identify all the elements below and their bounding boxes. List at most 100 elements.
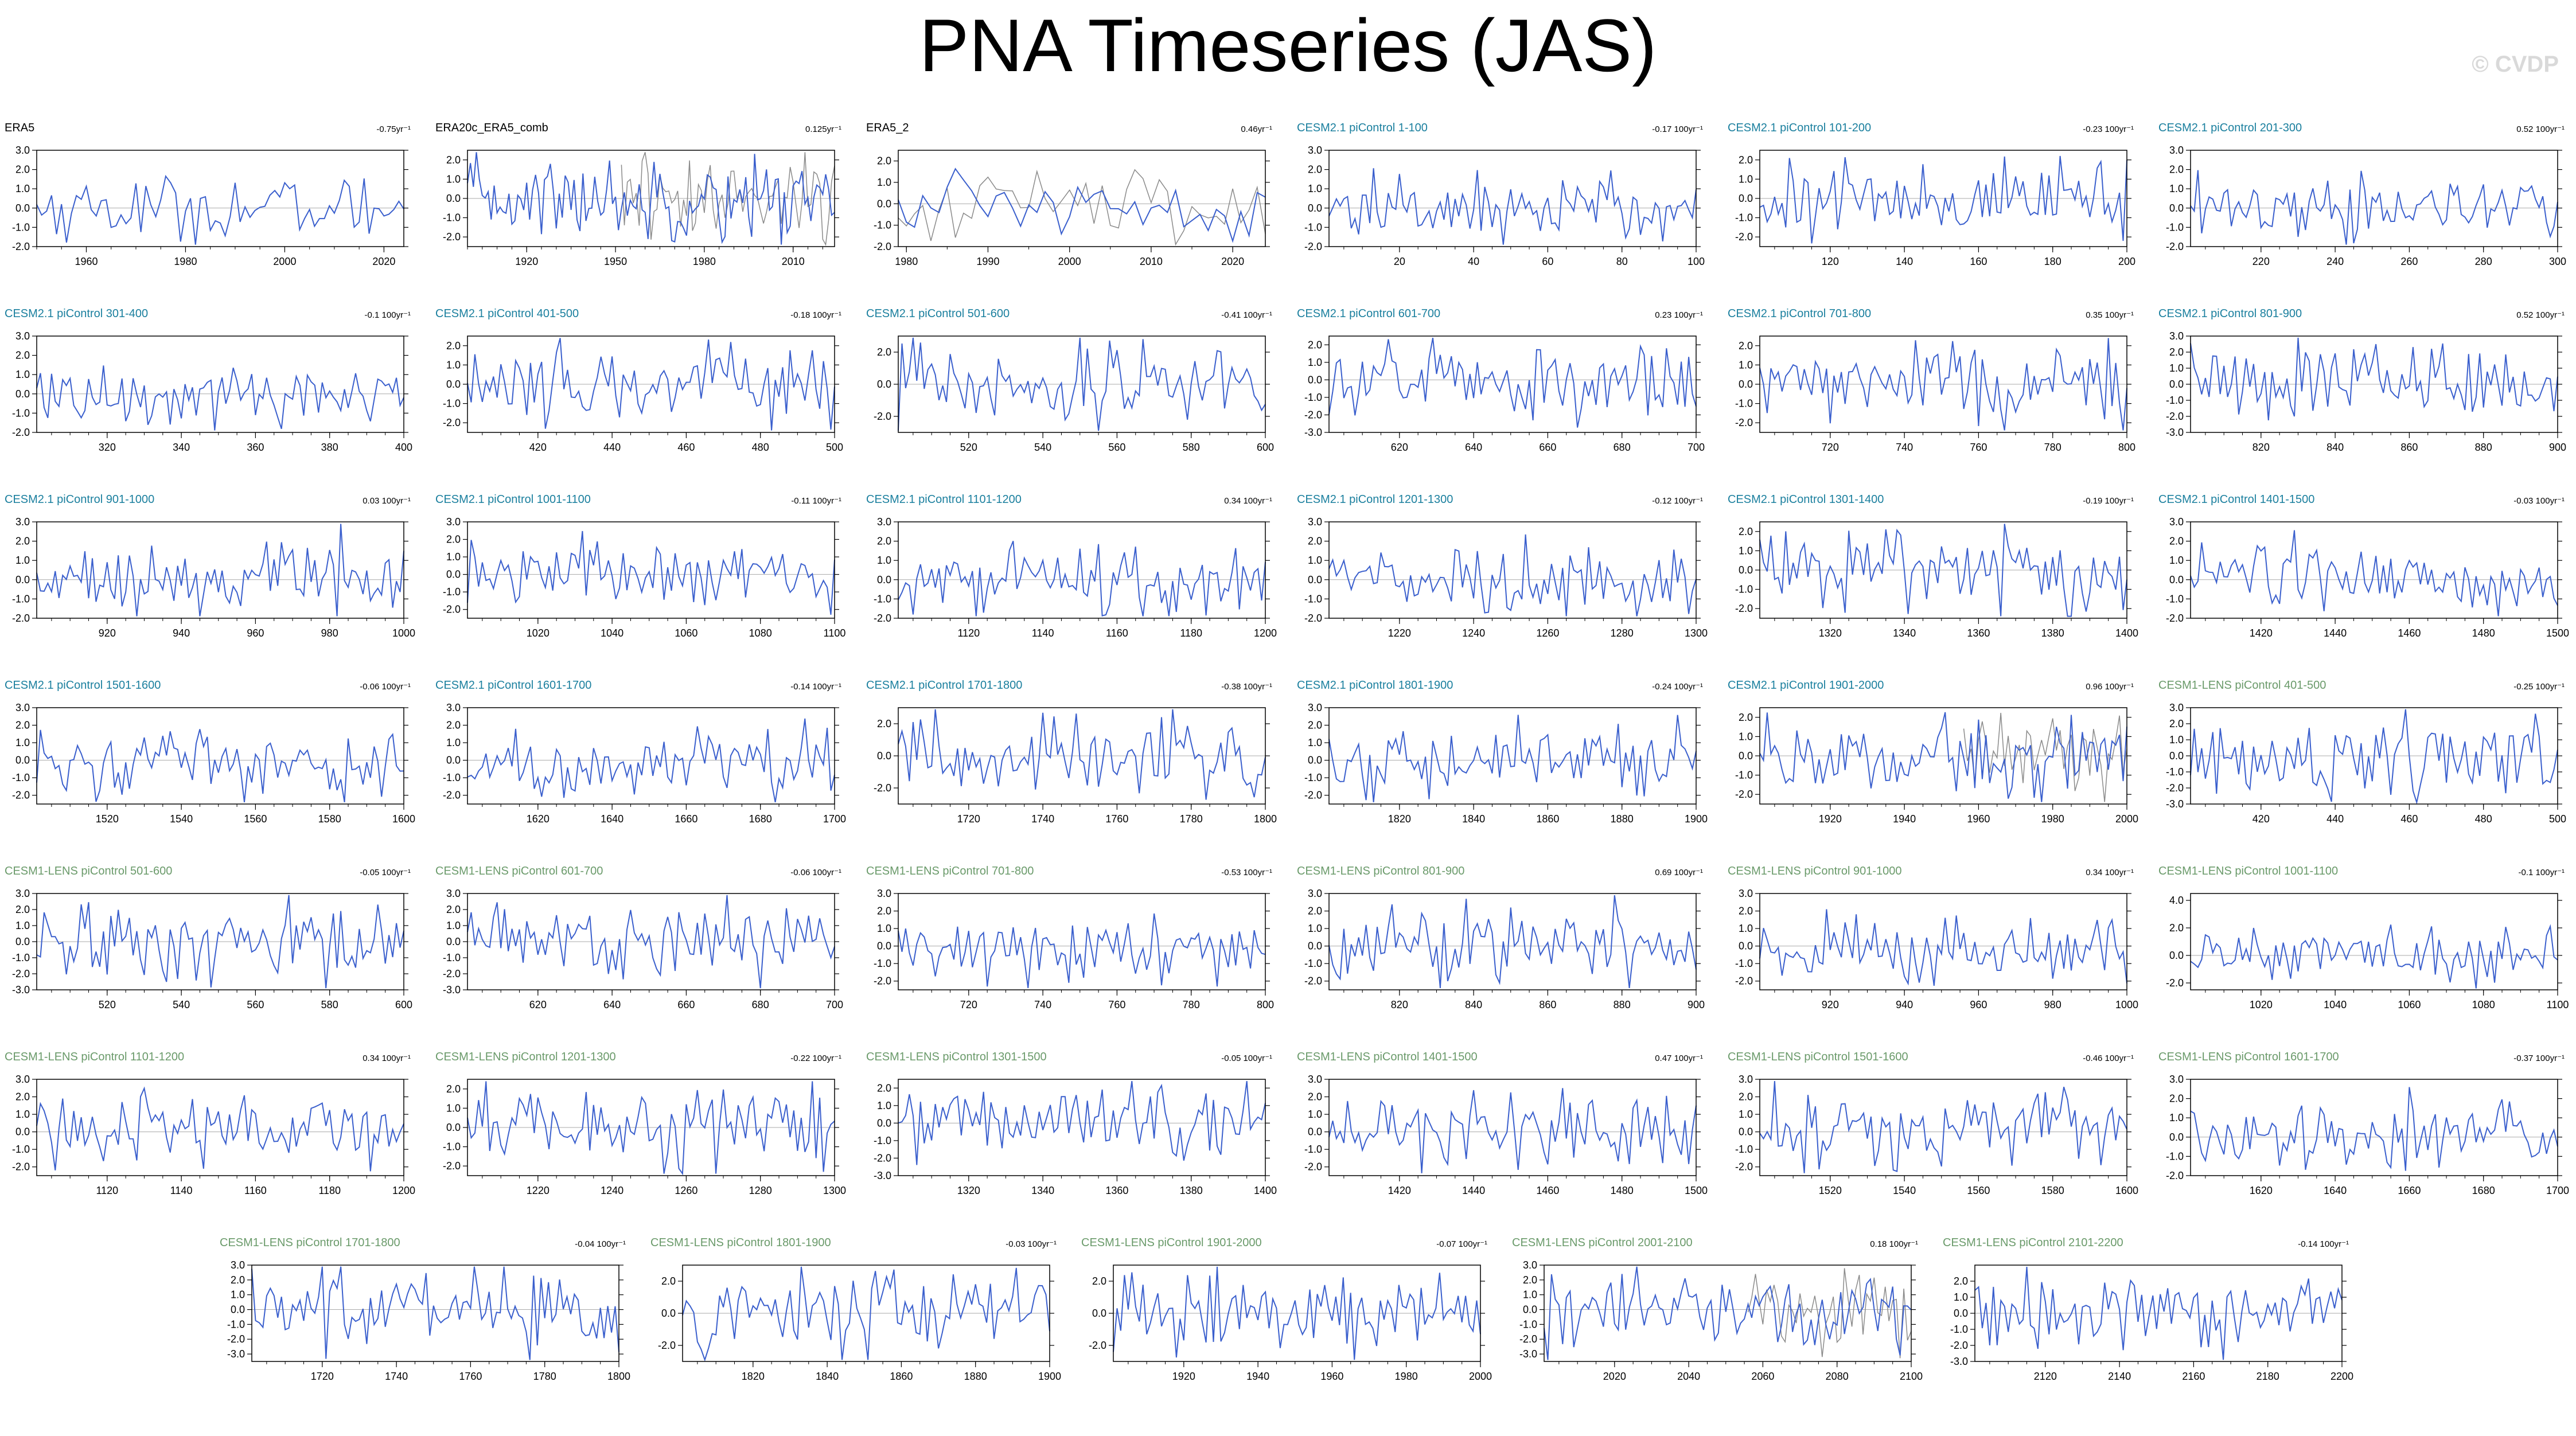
y-tick-label: 0.0 bbox=[15, 388, 30, 400]
plot-frame bbox=[898, 521, 1266, 619]
panel-title: ERA20c_ERA5_comb bbox=[435, 122, 548, 134]
y-tick-label: -1.0 bbox=[2166, 593, 2184, 604]
y-tick-label: 1.0 bbox=[15, 555, 30, 566]
y-tick-label: 3.0 bbox=[2169, 702, 2184, 713]
y-tick-label: -2.0 bbox=[1304, 1161, 1322, 1173]
timeseries-panel: CESM1-LENS piControl 1701-1800 -0.04 100y… bbox=[215, 1236, 630, 1420]
x-tick-label: 1400 bbox=[1254, 1185, 1277, 1196]
x-tick-label: 340 bbox=[173, 442, 190, 453]
panel-trend-label: -0.23 100yr⁻¹ bbox=[2083, 124, 2134, 134]
x-tick-label: 1940 bbox=[1893, 813, 1916, 825]
y-tick-label: -1.0 bbox=[1950, 1324, 1968, 1335]
y-tick-label: -1.0 bbox=[1735, 770, 1753, 781]
x-tick-label: 1920 bbox=[515, 256, 538, 267]
x-tick-label: 420 bbox=[529, 442, 547, 453]
x-tick-label: 1520 bbox=[96, 813, 119, 825]
y-tick-label: -2.0 bbox=[658, 1340, 676, 1351]
y-tick-label: 1.0 bbox=[15, 183, 30, 194]
plot-frame bbox=[36, 335, 404, 433]
x-tick-label: 1460 bbox=[1536, 1185, 1559, 1196]
x-tick-label: 1700 bbox=[2546, 1185, 2569, 1196]
y-tick-label: 2.0 bbox=[1308, 720, 1322, 731]
panel-title: CESM2.1 piControl 701-800 bbox=[1728, 307, 1872, 320]
y-tick-label: -3.0 bbox=[443, 984, 461, 996]
panel-title: CESM2.1 piControl 1701-1800 bbox=[866, 679, 1023, 692]
y-tick-label: 0.0 bbox=[446, 936, 461, 947]
y-tick-label: 2.0 bbox=[1739, 154, 1753, 166]
plot-frame bbox=[2190, 521, 2558, 619]
y-tick-label: 2.0 bbox=[877, 536, 891, 547]
x-tick-label: 20 bbox=[1394, 256, 1405, 267]
y-tick-label: 0.0 bbox=[2169, 950, 2184, 961]
x-tick-label: 680 bbox=[752, 999, 769, 1010]
y-tick-label: -1.0 bbox=[443, 398, 461, 409]
x-tick-label: 860 bbox=[1539, 999, 1556, 1010]
y-tick-label: 3.0 bbox=[2169, 145, 2184, 156]
x-tick-label: 1620 bbox=[2250, 1185, 2273, 1196]
x-tick-label: 1680 bbox=[749, 813, 772, 825]
y-tick-label: 0.0 bbox=[2169, 750, 2184, 762]
x-tick-label: 1140 bbox=[170, 1185, 193, 1196]
timeseries-plot: 3.0 2.0 1.0 0.0 -1.0 -2.0 1120 1140 1160 1180 1200 bbox=[12, 1074, 415, 1196]
panel-title: CESM2.1 piControl 1601-1700 bbox=[435, 679, 592, 692]
panel-title: CESM2.1 piControl 101-200 bbox=[1728, 122, 1872, 134]
y-tick-label: 3.0 bbox=[1739, 1074, 1753, 1085]
x-tick-label: 1380 bbox=[2041, 627, 2064, 639]
timeseries-panel: CESM2.1 piControl 401-500 -0.18 100yr⁻¹ 2.… bbox=[431, 307, 844, 491]
panel-trend-label: -0.05 100yr⁻¹ bbox=[1221, 1053, 1272, 1063]
panel-title: CESM1-LENS piControl 501-600 bbox=[5, 865, 173, 877]
timeseries-panel: CESM1-LENS piControl 801-900 0.69 100yr⁻¹… bbox=[1292, 865, 1705, 1048]
plot-frame bbox=[1759, 893, 2127, 990]
x-tick-label: 1560 bbox=[1967, 1185, 1990, 1196]
y-tick-label: 3.0 bbox=[877, 516, 891, 528]
panel-title: CESM2.1 piControl 801-900 bbox=[2158, 307, 2302, 320]
x-tick-label: 380 bbox=[321, 442, 338, 453]
y-tick-label: 0.0 bbox=[15, 202, 30, 214]
x-tick-label: 2000 bbox=[1469, 1371, 1492, 1382]
panel-trend-label: 0.23 100yr⁻¹ bbox=[1655, 310, 1703, 320]
y-tick-label: 2.0 bbox=[446, 904, 461, 915]
timeseries-line bbox=[1759, 1081, 2127, 1173]
x-tick-label: 1960 bbox=[1967, 813, 1990, 825]
panel-title: CESM1-LENS piControl 1501-1600 bbox=[1728, 1051, 1908, 1063]
timeseries-panel: CESM2.1 piControl 1301-1400 -0.19 100yr⁻¹… bbox=[1723, 493, 2138, 677]
timeseries-panel: CESM1-LENS piControl 1401-1500 0.47 100yr… bbox=[1292, 1051, 1708, 1234]
y-tick-label: 0.0 bbox=[1954, 1308, 1968, 1319]
x-tick-label: 140 bbox=[1896, 256, 1913, 267]
x-tick-label: 1900 bbox=[1685, 813, 1708, 825]
plot-frame bbox=[36, 1079, 404, 1176]
plot-frame bbox=[2190, 893, 2558, 990]
timeseries-panel: CESM2.1 piControl 1601-1700 -0.14 100yr⁻¹… bbox=[431, 679, 846, 863]
y-tick-label: 0.0 bbox=[446, 378, 461, 390]
x-tick-label: 720 bbox=[1822, 442, 1839, 453]
x-tick-label: 1540 bbox=[1893, 1185, 1916, 1196]
x-tick-label: 1640 bbox=[2324, 1185, 2347, 1196]
panel-trend-label: -0.05 100yr⁻¹ bbox=[360, 868, 411, 877]
panel-title: CESM2.1 piControl 401-500 bbox=[435, 307, 579, 320]
x-tick-label: 840 bbox=[1465, 999, 1482, 1010]
timeseries-plot: 2.0 0.0 -2.0 1920 1940 1960 1980 2000 bbox=[1089, 1265, 1492, 1382]
x-tick-label: 1780 bbox=[533, 1371, 556, 1382]
x-tick-label: 1120 bbox=[957, 627, 980, 639]
timeseries-line bbox=[682, 1266, 1050, 1362]
x-tick-label: 540 bbox=[1034, 442, 1051, 453]
panel-trend-label: -0.06 100yr⁻¹ bbox=[360, 682, 411, 692]
x-tick-label: 1860 bbox=[1536, 813, 1559, 825]
panel-title: CESM1-LENS piControl 401-500 bbox=[2158, 679, 2326, 692]
y-tick-label: 1.0 bbox=[15, 369, 30, 380]
x-tick-label: 880 bbox=[1614, 999, 1631, 1010]
x-tick-label: 1360 bbox=[1105, 1185, 1128, 1196]
timeseries-plot: 3.0 2.0 1.0 0.0 -1.0 -2.0 1520 1540 1560 1580 1600 bbox=[12, 702, 415, 825]
x-tick-label: 1020 bbox=[527, 627, 550, 639]
y-tick-label: 2.0 bbox=[15, 904, 30, 915]
watermark: © CVDP bbox=[2472, 52, 2559, 77]
timeseries-panel: ERA5 -0.75yr⁻¹ 3.0 2.0 1.0 0.0 -1.0 -2.0 1960 198… bbox=[0, 122, 413, 305]
timeseries-plot: 3.0 2.0 1.0 0.0 -1.0 -2.0 -3.0 2020 2040 2060 2080… bbox=[1519, 1259, 1923, 1382]
panel-title: CESM2.1 piControl 1301-1400 bbox=[1728, 493, 1884, 506]
x-tick-label: 900 bbox=[1688, 999, 1705, 1010]
plot-frame bbox=[1328, 1079, 1697, 1176]
x-tick-label: 40 bbox=[1468, 256, 1479, 267]
y-tick-label: 3.0 bbox=[231, 1259, 245, 1271]
timeseries-panel: CESM1-LENS piControl 2001-2100 0.18 100yr… bbox=[1507, 1236, 1923, 1420]
x-tick-label: 820 bbox=[2252, 442, 2270, 453]
